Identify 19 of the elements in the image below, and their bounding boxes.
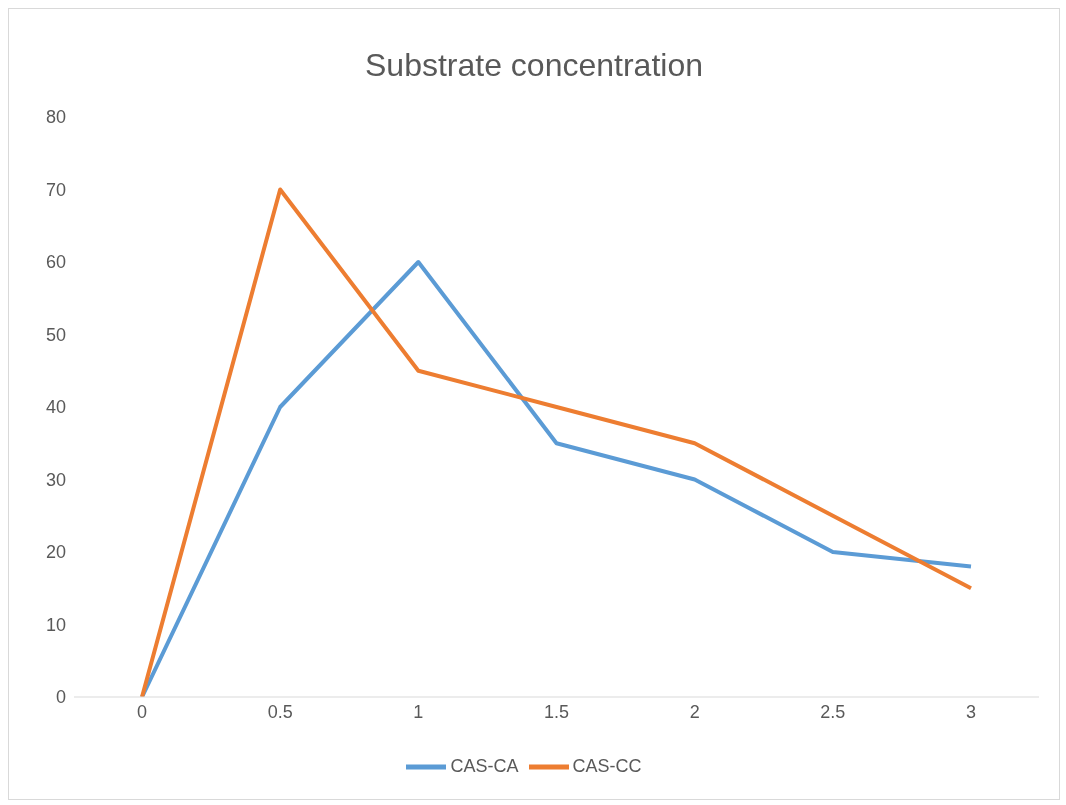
x-tick-label: 0.5	[267, 701, 293, 722]
x-tick-label: 3	[965, 701, 977, 722]
y-tick-label: 50	[45, 324, 66, 345]
y-tick-label: 20	[45, 542, 66, 563]
y-tick-label: 60	[45, 252, 66, 273]
legend-label: CAS-CA	[450, 755, 519, 776]
y-tick-label: 30	[45, 469, 66, 490]
y-tick-label: 40	[45, 397, 66, 418]
x-tick-label: 1.5	[543, 701, 570, 722]
chart-title: Substrate concentration	[364, 46, 704, 85]
x-tick-label: 2.5	[820, 701, 846, 722]
x-tick-label: 0	[136, 701, 148, 722]
y-tick-label: 0	[55, 687, 66, 708]
x-tick-label: 1	[413, 701, 424, 722]
y-tick-label: 80	[45, 107, 66, 128]
y-tick-label: 10	[45, 614, 66, 635]
x-tick-label: 2	[689, 701, 700, 722]
legend-label: CAS-CC	[572, 755, 642, 776]
y-tick-label: 70	[45, 179, 66, 200]
